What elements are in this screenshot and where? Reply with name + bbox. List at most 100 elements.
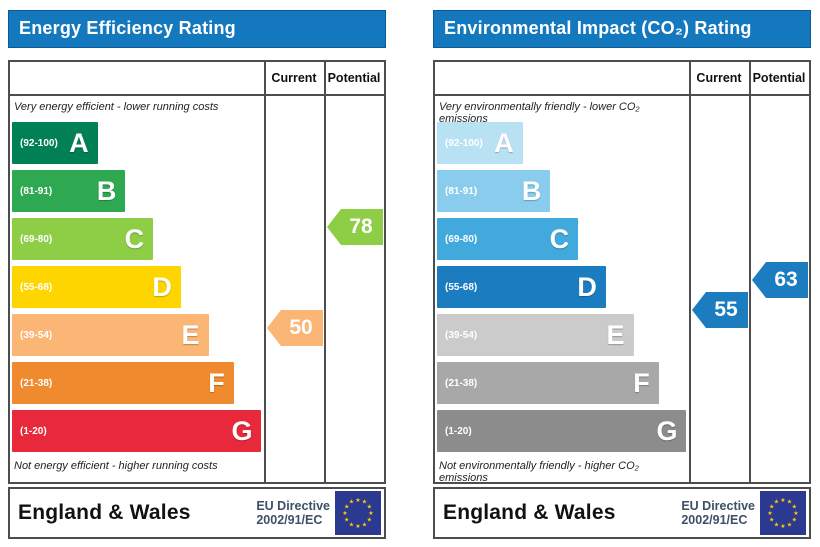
eu-directive-label: EU Directive 2002/91/EC (681, 499, 755, 528)
svg-text:★: ★ (349, 521, 354, 528)
potential-rating-arrow: 78 (327, 209, 383, 245)
footer: England & Wales EU Directive 2002/91/EC … (433, 487, 811, 539)
band-bar-e: (39-54) E (12, 314, 209, 356)
bottom-caption: Not energy efficient - higher running co… (14, 460, 218, 472)
svg-text:★: ★ (792, 504, 797, 511)
band-grade-letter: G (656, 415, 678, 446)
energy-rating-table: Current Potential Very energy efficient … (8, 60, 386, 484)
band-grade-letter: C (124, 223, 145, 254)
current-rating-arrow: 55 (692, 292, 748, 328)
band-grade-letter: F (208, 367, 225, 398)
band-row-a: (92-100) A (12, 122, 264, 164)
svg-text:★: ★ (344, 517, 349, 524)
top-caption: Very environmentally friendly - lower CO… (439, 101, 640, 125)
band-grade-letter: A (494, 127, 514, 158)
svg-text:★: ★ (769, 504, 774, 511)
eu-directive-line2: 2002/91/EC (681, 513, 748, 527)
svg-text:★: ★ (792, 517, 797, 524)
band-row-e: (39-54) E (437, 314, 689, 356)
current-column-divider (264, 62, 266, 482)
environmental-impact-title: Environmental Impact (CO₂) Rating (433, 10, 811, 48)
potential-column-divider (324, 62, 326, 482)
band-grade-letter: E (181, 319, 200, 350)
band-row-b: (81-91) B (12, 170, 264, 212)
band-row-b: (81-91) B (437, 170, 689, 212)
svg-text:★: ★ (787, 521, 792, 528)
svg-text:★: ★ (767, 510, 772, 517)
band-range-label: (81-91) (20, 185, 53, 197)
band-row-f: (21-38) F (12, 362, 264, 404)
rating-scale: Very energy efficient - lower running co… (10, 96, 264, 482)
band-grade-letter: G (231, 415, 253, 446)
top-caption: Very energy efficient - lower running co… (14, 101, 219, 113)
band-range-label: (81-91) (445, 185, 478, 197)
potential-column-divider (749, 62, 751, 482)
region-label: England & Wales (18, 501, 191, 524)
svg-text:★: ★ (367, 517, 372, 524)
current-column-header: Current (696, 71, 742, 85)
svg-text:★: ★ (793, 510, 798, 517)
header-spacer (435, 62, 689, 94)
energy-efficiency-title: Energy Efficiency Rating (8, 10, 386, 48)
svg-text:★: ★ (780, 523, 785, 530)
band-range-label: (21-38) (445, 377, 478, 389)
svg-text:★: ★ (787, 499, 792, 506)
table-header-row: Current Potential (435, 62, 809, 96)
eu-flag-icon: ★ ★★ ★★★ ★★★ ★★★ (335, 491, 381, 535)
band-bar-f: (21-38) F (437, 362, 659, 404)
svg-text:★: ★ (342, 510, 347, 517)
svg-text:★: ★ (367, 504, 372, 511)
band-grade-letter: B (96, 175, 117, 206)
band-range-label: (39-54) (20, 329, 53, 341)
band-grade-letter: C (549, 223, 570, 254)
band-bar-f: (21-38) F (12, 362, 234, 404)
band-bar-c: (69-80) C (437, 218, 579, 260)
svg-text:★: ★ (362, 521, 367, 528)
band-bar-c: (69-80) C (12, 218, 154, 260)
svg-text:★: ★ (362, 499, 367, 506)
band-grade-letter: E (606, 319, 625, 350)
svg-text:★: ★ (769, 517, 774, 524)
header-spacer (10, 62, 264, 94)
band-bar-d: (55-68) D (437, 266, 606, 308)
current-rating-value: 50 (289, 316, 313, 339)
current-rating-arrow: 50 (267, 310, 323, 346)
band-bar-b: (81-91) B (12, 170, 126, 212)
rating-scale: Very environmentally friendly - lower CO… (435, 96, 689, 484)
band-bar-g: (1-20) G (437, 410, 687, 452)
potential-rating-value: 78 (349, 215, 373, 238)
band-range-label: (92-100) (20, 137, 58, 149)
co2-rating-table: Current Potential Very environmentally f… (433, 60, 811, 484)
band-grade-letter: D (152, 271, 172, 302)
band-bar-a: (92-100) A (437, 122, 523, 164)
band-row-g: (1-20) G (437, 410, 689, 452)
band-range-label: (55-68) (20, 281, 53, 293)
current-column-header: Current (271, 71, 317, 85)
energy-efficiency-panel: Energy Efficiency Rating Current Potenti… (8, 10, 386, 539)
band-row-d: (55-68) D (12, 266, 264, 308)
band-grade-letter: B (521, 175, 542, 206)
table-header-row: Current Potential (10, 62, 384, 96)
svg-text:★: ★ (780, 497, 785, 504)
svg-text:★: ★ (368, 510, 373, 517)
environmental-impact-panel: Environmental Impact (CO₂) Rating Curren… (433, 10, 811, 539)
band-bar-e: (39-54) E (437, 314, 634, 356)
band-range-label: (69-80) (445, 233, 478, 245)
band-row-g: (1-20) G (12, 410, 264, 452)
band-range-label: (21-38) (20, 377, 53, 389)
band-bar-g: (1-20) G (12, 410, 262, 452)
band-row-c: (69-80) C (437, 218, 689, 260)
band-grade-letter: F (633, 367, 650, 398)
band-row-c: (69-80) C (12, 218, 264, 260)
band-grade-letter: A (69, 127, 89, 158)
current-rating-value: 55 (714, 298, 738, 321)
current-column-divider (689, 62, 691, 482)
svg-text:★: ★ (355, 523, 360, 530)
footer: England & Wales EU Directive 2002/91/EC … (8, 487, 386, 539)
potential-column-header: Potential (327, 71, 381, 85)
band-range-label: (92-100) (445, 137, 483, 149)
bottom-caption: Not environmentally friendly - higher CO… (439, 460, 639, 484)
eu-directive-line1: EU Directive (681, 498, 755, 513)
potential-column-header: Potential (752, 71, 806, 85)
